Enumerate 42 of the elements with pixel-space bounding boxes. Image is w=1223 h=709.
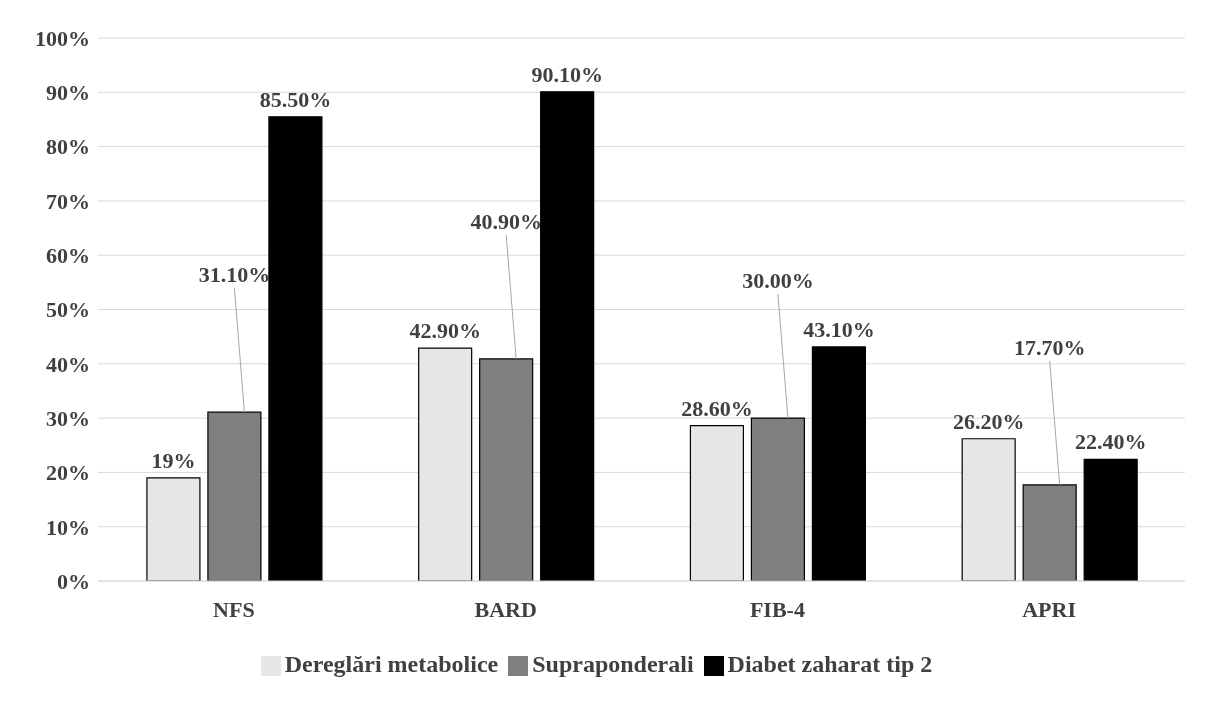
data-label: 26.20% xyxy=(952,408,1025,434)
y-tick-label: 80% xyxy=(46,134,90,160)
y-tick-label: 60% xyxy=(46,243,90,269)
y-tick-label: 90% xyxy=(46,80,90,106)
bar xyxy=(1083,458,1138,581)
bar xyxy=(961,438,1016,581)
y-tick-label: 10% xyxy=(46,514,90,540)
legend-label: Diabet zaharat tip 2 xyxy=(727,651,933,677)
data-label: 85.50% xyxy=(259,86,332,112)
bar xyxy=(207,411,262,581)
legend-label: Supraponderali xyxy=(532,651,694,677)
y-tick-label: 100% xyxy=(35,25,90,51)
data-label: 42.90% xyxy=(409,318,481,344)
legend-label: Dereglări metabolice xyxy=(284,651,499,677)
bar xyxy=(540,91,595,581)
y-tick-label: 30% xyxy=(46,405,90,431)
x-tick-label: APRI xyxy=(1022,596,1077,622)
data-label: 17.70% xyxy=(1013,334,1086,360)
y-tick-label: 50% xyxy=(46,297,90,323)
data-label: 31.10% xyxy=(198,262,271,288)
bar xyxy=(418,347,473,581)
data-label: 30.00% xyxy=(742,268,814,294)
bar xyxy=(811,346,867,581)
data-label: 22.40% xyxy=(1074,429,1147,455)
x-tick-label: FIB-4 xyxy=(749,596,805,622)
bar xyxy=(689,425,745,581)
data-label: 90.10% xyxy=(531,61,603,87)
data-label: 28.60% xyxy=(681,395,753,421)
y-tick-label: 20% xyxy=(46,460,90,486)
bar xyxy=(146,477,201,581)
x-tick-label: NFS xyxy=(213,596,255,622)
bar xyxy=(479,358,534,581)
data-label: 40.90% xyxy=(470,208,542,234)
y-tick-label: 70% xyxy=(46,188,90,214)
y-tick-label: 0% xyxy=(57,568,90,594)
y-tick-label: 40% xyxy=(46,351,90,377)
data-label: 43.10% xyxy=(803,316,875,342)
bar xyxy=(268,116,323,581)
x-tick-label: BARD xyxy=(474,596,537,622)
bar xyxy=(750,417,806,581)
data-label: 19% xyxy=(151,447,196,473)
bar xyxy=(1022,484,1077,581)
